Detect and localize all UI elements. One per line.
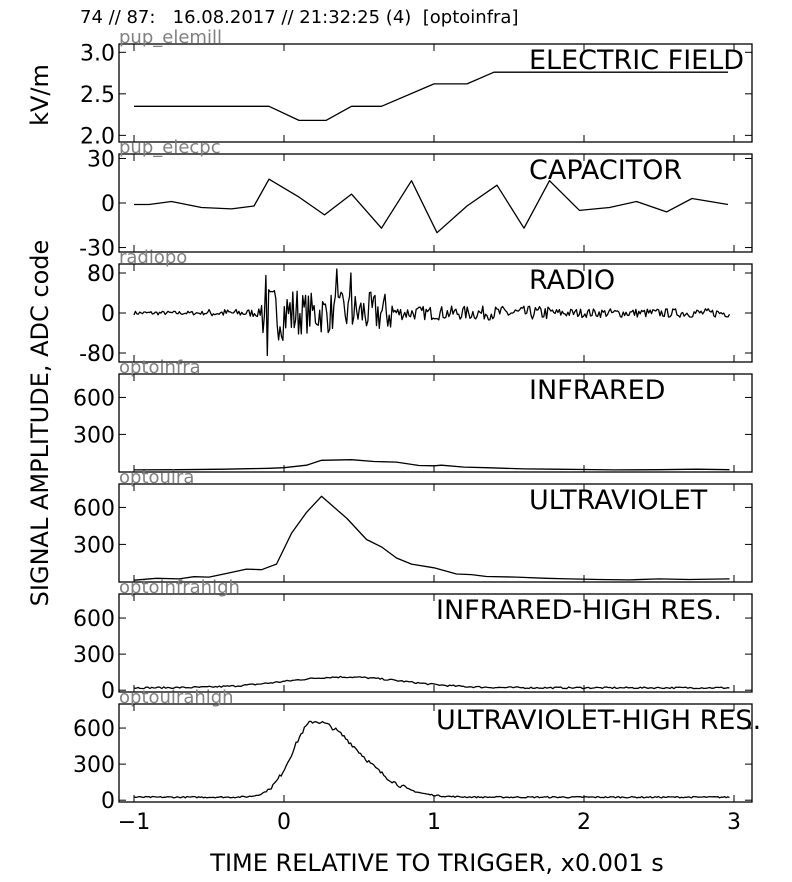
y-tick-label: 2.0	[80, 124, 115, 149]
series-line-3	[133, 459, 730, 471]
panel-id-label: optoinfrahigh	[119, 577, 240, 598]
y-tick-label: 30	[87, 147, 115, 172]
panel-id-label: pup_elecpc	[119, 137, 221, 158]
panel-frame	[118, 263, 753, 363]
series-line-0	[134, 71, 728, 122]
panel-frame	[118, 373, 753, 473]
panel-title: INFRARED-HIGH RES.	[436, 595, 722, 626]
y-tick-label: -30	[79, 237, 115, 262]
panel-title: CAPACITOR	[529, 155, 682, 186]
y-tick-label: 600	[73, 496, 115, 521]
y-axis-label-top: kV/m	[26, 64, 54, 126]
series-line-2	[133, 268, 731, 357]
panel-id-label: pup_elemill	[119, 27, 222, 48]
x-tick-label: −1	[118, 810, 150, 835]
panel-title: INFRARED	[529, 375, 665, 406]
panel-frame	[118, 703, 753, 803]
x-tick-label: 1	[427, 810, 441, 835]
x-tick-label: 0	[277, 810, 291, 835]
panel-id-label: optoinfra	[119, 357, 201, 378]
y-tick-label: 600	[73, 607, 115, 632]
y-axis-label-bottom: SIGNAL AMPLITUDE, ADC code	[26, 240, 54, 607]
y-tick-label: 600	[73, 717, 115, 742]
panel-frame	[118, 593, 753, 693]
x-axis-label: TIME RELATIVE TO TRIGGER, x0.001 s	[209, 849, 663, 877]
panel-frame	[118, 483, 753, 583]
y-tick-label: 0	[101, 679, 115, 704]
y-tick-label: 0	[101, 192, 115, 217]
series-line-1	[134, 178, 729, 234]
panel-1: -30 0 30 pup_elecpc CAPACITOR	[79, 137, 753, 262]
y-tick-label: 0	[101, 789, 115, 814]
y-tick-label: 300	[73, 753, 115, 778]
panel-id-label: optouirahigh	[119, 687, 234, 708]
y-tick-label: 600	[73, 386, 115, 411]
x-tick-label: 3	[727, 810, 741, 835]
chart-header: 74 // 87: 16.08.2017 // 21:32:25 (4) [op…	[80, 7, 519, 28]
panel-title: ULTRAVIOLET	[529, 485, 708, 516]
panel-title: ELECTRIC FIELD	[529, 45, 744, 76]
y-tick-label: -80	[79, 342, 115, 367]
panel-frame	[118, 43, 753, 143]
y-tick-label: 300	[73, 423, 115, 448]
x-tick-label: 2	[577, 810, 591, 835]
series-line-5	[133, 675, 730, 690]
y-tick-label: 2.5	[80, 83, 115, 108]
panel-title: ULTRAVIOLET-HIGH RES.	[436, 705, 761, 736]
y-tick-label: 3.0	[80, 41, 115, 66]
panel-id-label: radiopo	[119, 247, 187, 268]
y-tick-label: 300	[73, 533, 115, 558]
y-tick-label: 80	[87, 262, 115, 287]
series-line-6	[133, 720, 730, 799]
y-tick-label: 300	[73, 643, 115, 668]
y-tick-label: 0	[101, 302, 115, 327]
series-line-4	[133, 495, 730, 581]
panel-title: RADIO	[529, 265, 615, 296]
panel-id-label: optouira	[119, 467, 194, 488]
